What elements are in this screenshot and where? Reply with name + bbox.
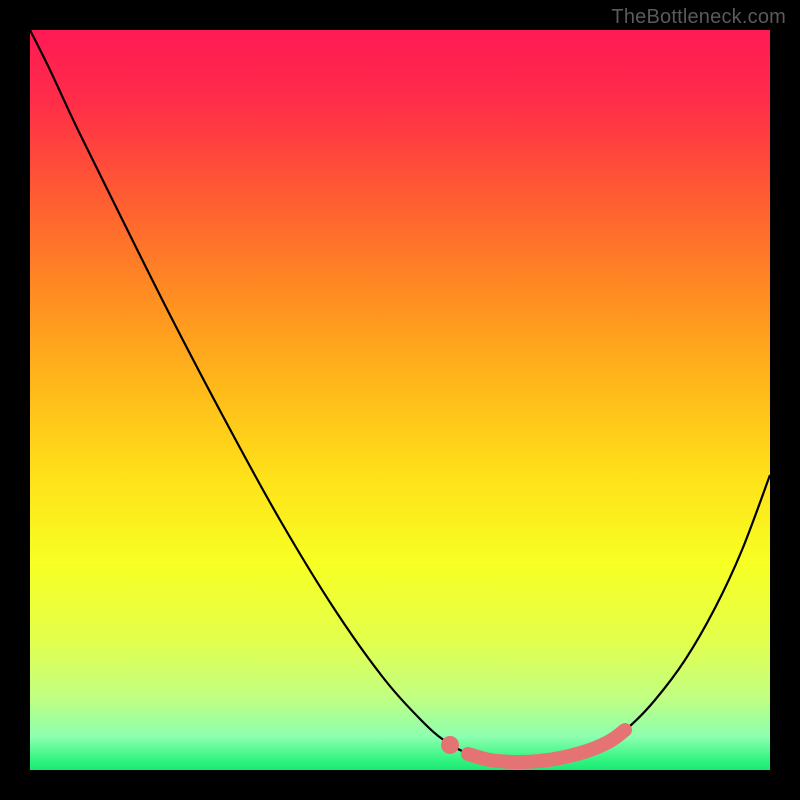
gradient-background [30, 30, 770, 770]
plot-area [30, 30, 770, 770]
bottleneck-chart [30, 30, 770, 770]
highlight-marker-dot [441, 736, 459, 754]
chart-container [0, 0, 800, 800]
watermark-link[interactable]: TheBottleneck.com [611, 6, 786, 29]
